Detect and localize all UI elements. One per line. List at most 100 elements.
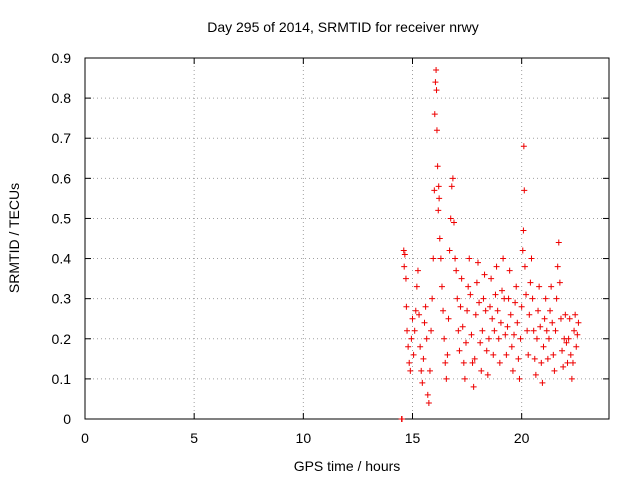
data-point — [485, 335, 492, 342]
data-point — [465, 283, 472, 290]
data-point — [554, 263, 561, 270]
data-point — [454, 295, 461, 302]
data-point — [557, 315, 564, 322]
y-tick-label: 0.6 — [52, 170, 72, 186]
y-tick-label: 0.8 — [52, 90, 72, 106]
points-layer — [398, 67, 582, 422]
data-point — [521, 263, 528, 270]
data-point — [528, 255, 535, 262]
x-axis-label: GPS time / hours — [294, 458, 401, 474]
data-point — [441, 335, 448, 342]
data-point — [493, 263, 500, 270]
data-point — [515, 355, 522, 362]
y-tick-label: 0 — [63, 411, 71, 427]
data-point — [472, 311, 479, 318]
data-point — [513, 283, 520, 290]
data-point — [524, 327, 531, 334]
data-point — [518, 303, 525, 310]
data-point — [469, 359, 476, 366]
data-point — [535, 307, 542, 314]
data-point — [565, 335, 572, 342]
data-point — [446, 247, 453, 254]
data-point — [538, 359, 545, 366]
tick-layer: 0 0.1 0.2 0.3 0.4 0.5 0.6 0.7 0.8 0.9 0 5 10 15 20 — [52, 50, 609, 446]
data-point — [460, 359, 467, 366]
y-tick-label: 0.4 — [52, 251, 72, 267]
data-point — [475, 259, 481, 266]
data-point — [466, 255, 473, 262]
data-point — [409, 315, 416, 322]
data-point — [555, 239, 562, 246]
data-point — [545, 335, 552, 342]
data-point — [403, 303, 410, 310]
data-point — [433, 87, 440, 94]
data-point — [401, 251, 408, 258]
data-point — [408, 335, 415, 342]
data-point — [426, 367, 433, 374]
data-point — [445, 315, 452, 322]
data-point — [506, 267, 513, 274]
x-tick-label: 20 — [514, 430, 530, 446]
data-point — [480, 295, 487, 302]
data-point — [531, 355, 538, 362]
data-point — [539, 379, 546, 386]
data-point — [490, 351, 497, 358]
data-point — [562, 311, 569, 318]
data-point — [556, 279, 563, 286]
data-point — [423, 335, 430, 342]
data-point — [541, 315, 548, 322]
data-point — [532, 371, 539, 378]
data-point — [461, 375, 468, 382]
data-point — [505, 295, 512, 302]
data-point — [464, 307, 471, 314]
data-point — [559, 347, 566, 354]
data-point — [447, 215, 454, 222]
data-point — [470, 383, 477, 390]
data-point — [572, 311, 579, 318]
x-tick-label: 5 — [190, 430, 198, 446]
y-tick-label: 0.7 — [52, 130, 72, 146]
x-tick-label: 15 — [405, 430, 421, 446]
y-tick-label: 0.3 — [52, 291, 72, 307]
data-point — [436, 195, 443, 202]
chart-title: Day 295 of 2014, SRMTID for receiver nrw… — [207, 19, 479, 35]
data-point — [521, 187, 528, 194]
data-point — [401, 263, 408, 270]
data-point — [437, 255, 444, 262]
data-point — [525, 351, 532, 358]
data-point — [483, 347, 490, 354]
plot-frame — [84, 57, 610, 420]
data-point — [450, 219, 457, 226]
data-point — [416, 311, 423, 318]
data-point — [477, 339, 484, 346]
data-point — [492, 291, 499, 298]
y-tick-label: 0.2 — [52, 331, 72, 347]
data-point — [428, 327, 435, 334]
data-point — [478, 367, 485, 374]
data-point — [455, 327, 462, 334]
data-point — [448, 183, 455, 190]
data-point — [430, 255, 437, 262]
data-point — [417, 343, 424, 350]
data-point — [507, 311, 514, 318]
y-tick-label: 0.1 — [52, 371, 72, 387]
data-point — [571, 327, 578, 334]
data-point — [479, 327, 486, 334]
data-point — [543, 327, 550, 334]
data-point — [438, 283, 445, 290]
data-point — [400, 247, 407, 254]
data-point — [431, 187, 438, 194]
data-point — [481, 271, 488, 278]
data-point — [456, 347, 463, 354]
x-tick-label: 10 — [296, 430, 312, 446]
data-point — [457, 303, 464, 310]
data-point — [497, 319, 504, 326]
data-point — [526, 311, 533, 318]
data-point — [549, 319, 556, 326]
data-point — [573, 343, 580, 350]
y-tick-label: 0.5 — [52, 210, 72, 226]
data-point — [494, 307, 501, 314]
data-point — [537, 323, 544, 330]
data-point — [449, 175, 456, 182]
